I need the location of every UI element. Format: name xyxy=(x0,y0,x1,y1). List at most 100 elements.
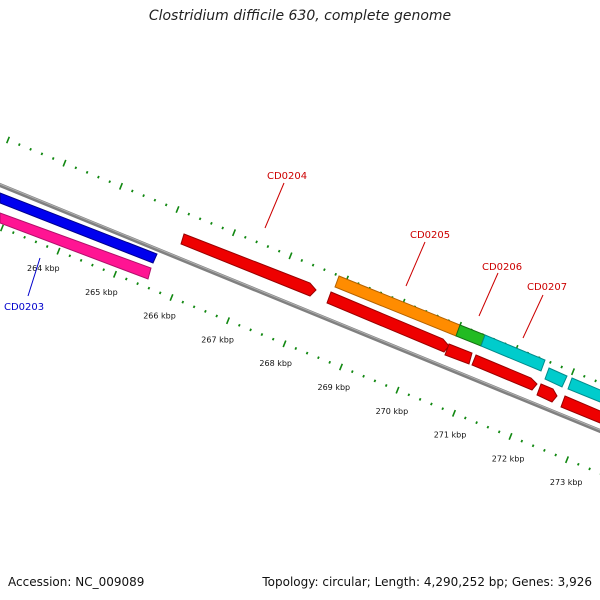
inner-tick-48 xyxy=(543,448,546,452)
feature-red-d xyxy=(536,383,558,403)
inner-tick-25 xyxy=(282,340,287,348)
outer-tick-20 xyxy=(231,229,237,237)
outer-tick-13 xyxy=(153,198,157,202)
inner-tick-22 xyxy=(249,328,252,332)
inner-tick-16 xyxy=(181,300,185,304)
inner-tick-14 xyxy=(158,291,162,295)
inner-tick-50 xyxy=(564,456,570,464)
inner-tick-19 xyxy=(215,314,219,318)
inner-tick-1 xyxy=(11,231,15,235)
inner-tick-34 xyxy=(384,384,388,387)
inner-tick-40 xyxy=(451,409,457,417)
inner-tick-30 xyxy=(338,363,344,371)
inner-tick-11 xyxy=(124,277,128,281)
feature-red-e xyxy=(560,395,600,424)
inner-tick-12 xyxy=(136,282,139,286)
feature-pink xyxy=(0,212,152,280)
outer-tick-22 xyxy=(255,240,258,244)
gene-label-cd0204: CD0204 xyxy=(267,171,307,182)
outer-tick-21 xyxy=(243,235,247,239)
inner-tick-3 xyxy=(34,240,38,244)
backbone-line xyxy=(0,182,600,434)
outer-tick-50 xyxy=(570,368,576,376)
gene-label-cd0206: CD0206 xyxy=(482,262,522,273)
callout-line-cd0205 xyxy=(405,241,426,287)
inner-tick-26 xyxy=(294,346,298,350)
inner-tick-7 xyxy=(79,258,83,262)
inner-tick-33 xyxy=(373,379,377,383)
outer-tick-5 xyxy=(62,159,67,167)
outer-tick-3 xyxy=(40,152,44,156)
outer-tick-23 xyxy=(266,245,270,249)
outer-tick-7 xyxy=(85,170,89,174)
outer-tick-0 xyxy=(5,136,11,144)
inner-tick-21 xyxy=(237,323,241,327)
inner-tick-24 xyxy=(271,337,275,341)
inner-tick-10 xyxy=(112,270,118,278)
outer-tick-12 xyxy=(142,194,145,198)
scale-label-6: 270 kbp xyxy=(376,407,409,416)
outer-tick-track xyxy=(5,136,597,383)
callout-line-cd0204 xyxy=(264,182,285,229)
outer-tick-6 xyxy=(74,166,78,170)
outer-tick-15 xyxy=(175,205,180,214)
inner-tick-32 xyxy=(362,374,365,378)
gene-label-cd0207: CD0207 xyxy=(527,282,567,293)
scale-label-0: 264 kbp xyxy=(27,264,60,273)
feature-red-c xyxy=(471,354,538,391)
outer-tick-14 xyxy=(164,203,168,207)
feature-red-b xyxy=(444,343,473,365)
callout-line-cd0203 xyxy=(27,257,41,297)
outer-tick-4 xyxy=(51,157,55,160)
scale-label-8: 272 kbp xyxy=(492,454,525,463)
outer-tick-8 xyxy=(97,175,100,179)
scale-label-5: 269 kbp xyxy=(318,383,351,392)
feature-red-cd0204 xyxy=(180,233,317,297)
inner-tick-track xyxy=(0,224,600,475)
inner-tick-37 xyxy=(418,397,422,401)
outer-tick-29 xyxy=(334,272,338,276)
inner-tick-51 xyxy=(576,462,580,466)
inner-tick-46 xyxy=(520,439,524,443)
inner-tick-36 xyxy=(407,393,411,397)
accession-text: Accession: NC_009089 xyxy=(8,575,145,589)
inner-tick-17 xyxy=(192,305,196,309)
map-title: Clostridium difficile 630, complete geno… xyxy=(148,8,452,24)
outer-tick-28 xyxy=(323,268,326,272)
inner-tick-15 xyxy=(169,293,174,302)
outer-tick-24 xyxy=(277,249,281,253)
inner-tick-29 xyxy=(328,360,332,364)
scale-label-4: 268 kbp xyxy=(259,359,292,368)
gene-callouts: CD0203 CD0204 CD0205 CD0206 CD0207 xyxy=(4,171,567,339)
outer-tick-27 xyxy=(311,263,315,267)
inner-tick-20 xyxy=(225,317,231,325)
scale-label-1: 265 kbp xyxy=(85,288,118,297)
inner-tick-47 xyxy=(531,444,535,448)
feature-cyan-cd0207a xyxy=(544,367,568,388)
inner-tick-27 xyxy=(305,351,309,355)
gene-label-cd0205: CD0205 xyxy=(410,230,450,241)
scale-label-2: 266 kbp xyxy=(143,312,176,321)
outer-tick-18 xyxy=(210,221,213,225)
outer-tick-26 xyxy=(300,258,304,262)
gene-label-cd0203: CD0203 xyxy=(4,302,44,313)
outer-tick-48 xyxy=(549,360,552,364)
outer-tick-1 xyxy=(17,143,21,147)
outer-tick-51 xyxy=(582,374,586,378)
inner-tick-2 xyxy=(23,235,26,239)
inner-tick-45 xyxy=(508,432,513,440)
inner-tick-5 xyxy=(56,247,61,255)
outer-tick-52 xyxy=(594,379,597,383)
backbone-highlight xyxy=(0,183,600,431)
outer-tick-49 xyxy=(560,365,564,369)
scale-label-7: 271 kbp xyxy=(434,431,467,440)
outer-tick-19 xyxy=(221,226,225,230)
inner-tick-6 xyxy=(68,254,72,258)
inner-tick-38 xyxy=(430,402,433,406)
inner-tick-4 xyxy=(45,245,49,248)
outer-tick-9 xyxy=(108,180,112,184)
outer-tick-17 xyxy=(198,217,202,221)
inner-tick-52 xyxy=(588,467,591,471)
outer-tick-11 xyxy=(130,189,134,193)
